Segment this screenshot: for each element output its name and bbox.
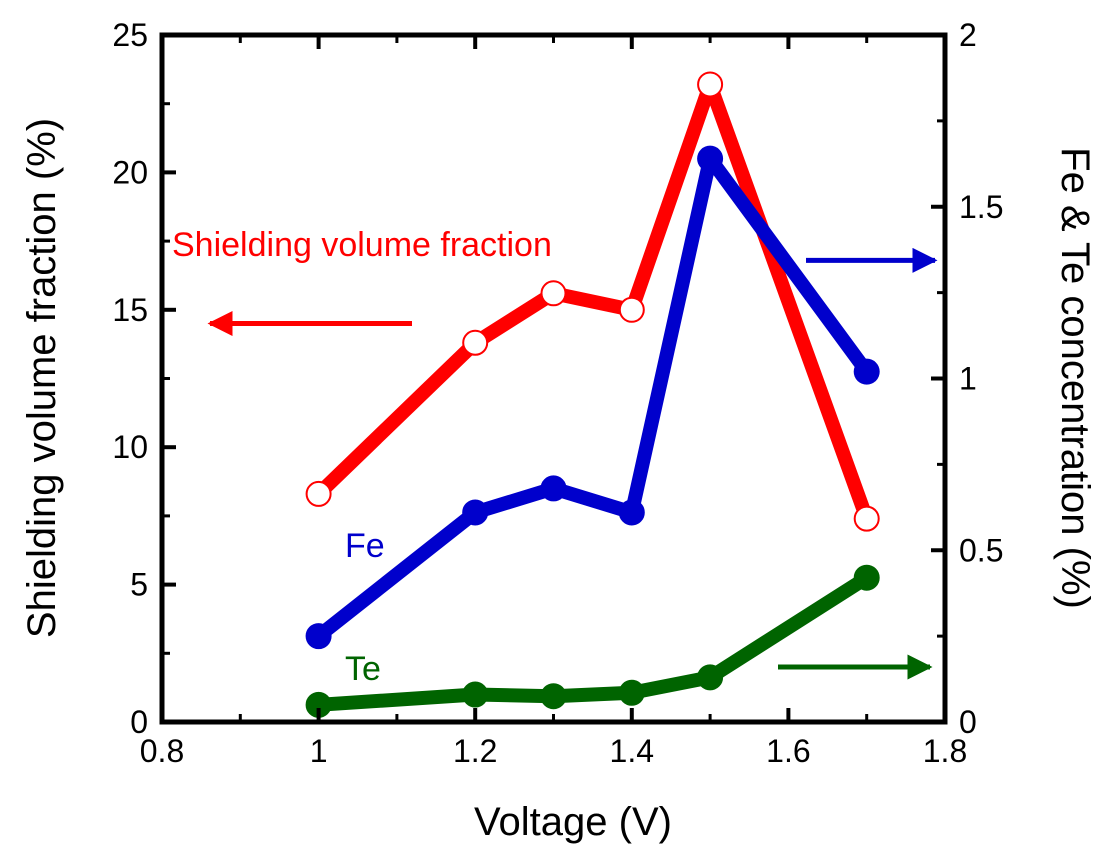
right-y-tick-label: 2 (959, 17, 977, 53)
left-y-axis-title: Shielding volume fraction (%) (20, 118, 64, 638)
x-tick-label: 1.8 (923, 733, 967, 769)
data-point-1-2 (540, 475, 567, 502)
right-y-tick-label: 1.5 (959, 189, 1003, 225)
data-point-1-0 (305, 623, 332, 650)
right-y-tick-label: 0.5 (959, 532, 1003, 568)
left-y-tick-label: 20 (112, 154, 148, 190)
data-point-1-3 (618, 499, 645, 526)
x-tick-label: 0.8 (140, 733, 184, 769)
annotation-shielding-label: Shielding volume fraction (172, 226, 552, 264)
data-point-0-2 (540, 280, 567, 307)
left-y-tick-label: 0 (130, 704, 148, 740)
data-point-1-1 (462, 499, 489, 526)
data-point-0-4 (697, 71, 724, 98)
data-point-2-2 (540, 683, 567, 710)
annotation-layer: Shielding volume fraction Fe Te (172, 226, 938, 688)
x-axis-title: Voltage (V) (474, 800, 672, 844)
data-point-1-5 (853, 358, 880, 385)
left-y-tick-label: 10 (112, 429, 148, 465)
annotation-te-label: Te (345, 650, 381, 688)
right-y-tick-label: 1 (959, 361, 977, 397)
data-point-2-4 (697, 664, 724, 691)
series-line-te (311, 570, 874, 712)
data-point-2-1 (462, 681, 489, 708)
x-tick-label: 1.6 (766, 733, 810, 769)
data-point-2-5 (853, 564, 880, 591)
plot-frame (159, 32, 948, 725)
data-point-0-1 (462, 329, 489, 356)
series-line-shielding-volume-fraction (311, 77, 874, 526)
right-y-axis-title: Fe & Te concentration (%) (1053, 147, 1097, 609)
series-line-fe (311, 151, 874, 644)
data-point-0-5 (853, 505, 880, 532)
right-y-tick-label: 0 (959, 704, 977, 740)
annotation-fe-label: Fe (345, 527, 385, 565)
x-tick-label: 1.4 (610, 733, 654, 769)
data-point-2-3 (618, 679, 645, 706)
x-tick-label: 1 (310, 733, 328, 769)
data-point-0-3 (618, 296, 645, 323)
left-y-tick-label: 15 (112, 292, 148, 328)
data-point-0-0 (305, 480, 332, 507)
data-point-1-4 (697, 145, 724, 172)
series-layer (305, 71, 880, 718)
left-y-tick-label: 25 (112, 17, 148, 53)
left-y-tick-label: 5 (130, 567, 148, 603)
x-tick-label: 1.2 (453, 733, 497, 769)
